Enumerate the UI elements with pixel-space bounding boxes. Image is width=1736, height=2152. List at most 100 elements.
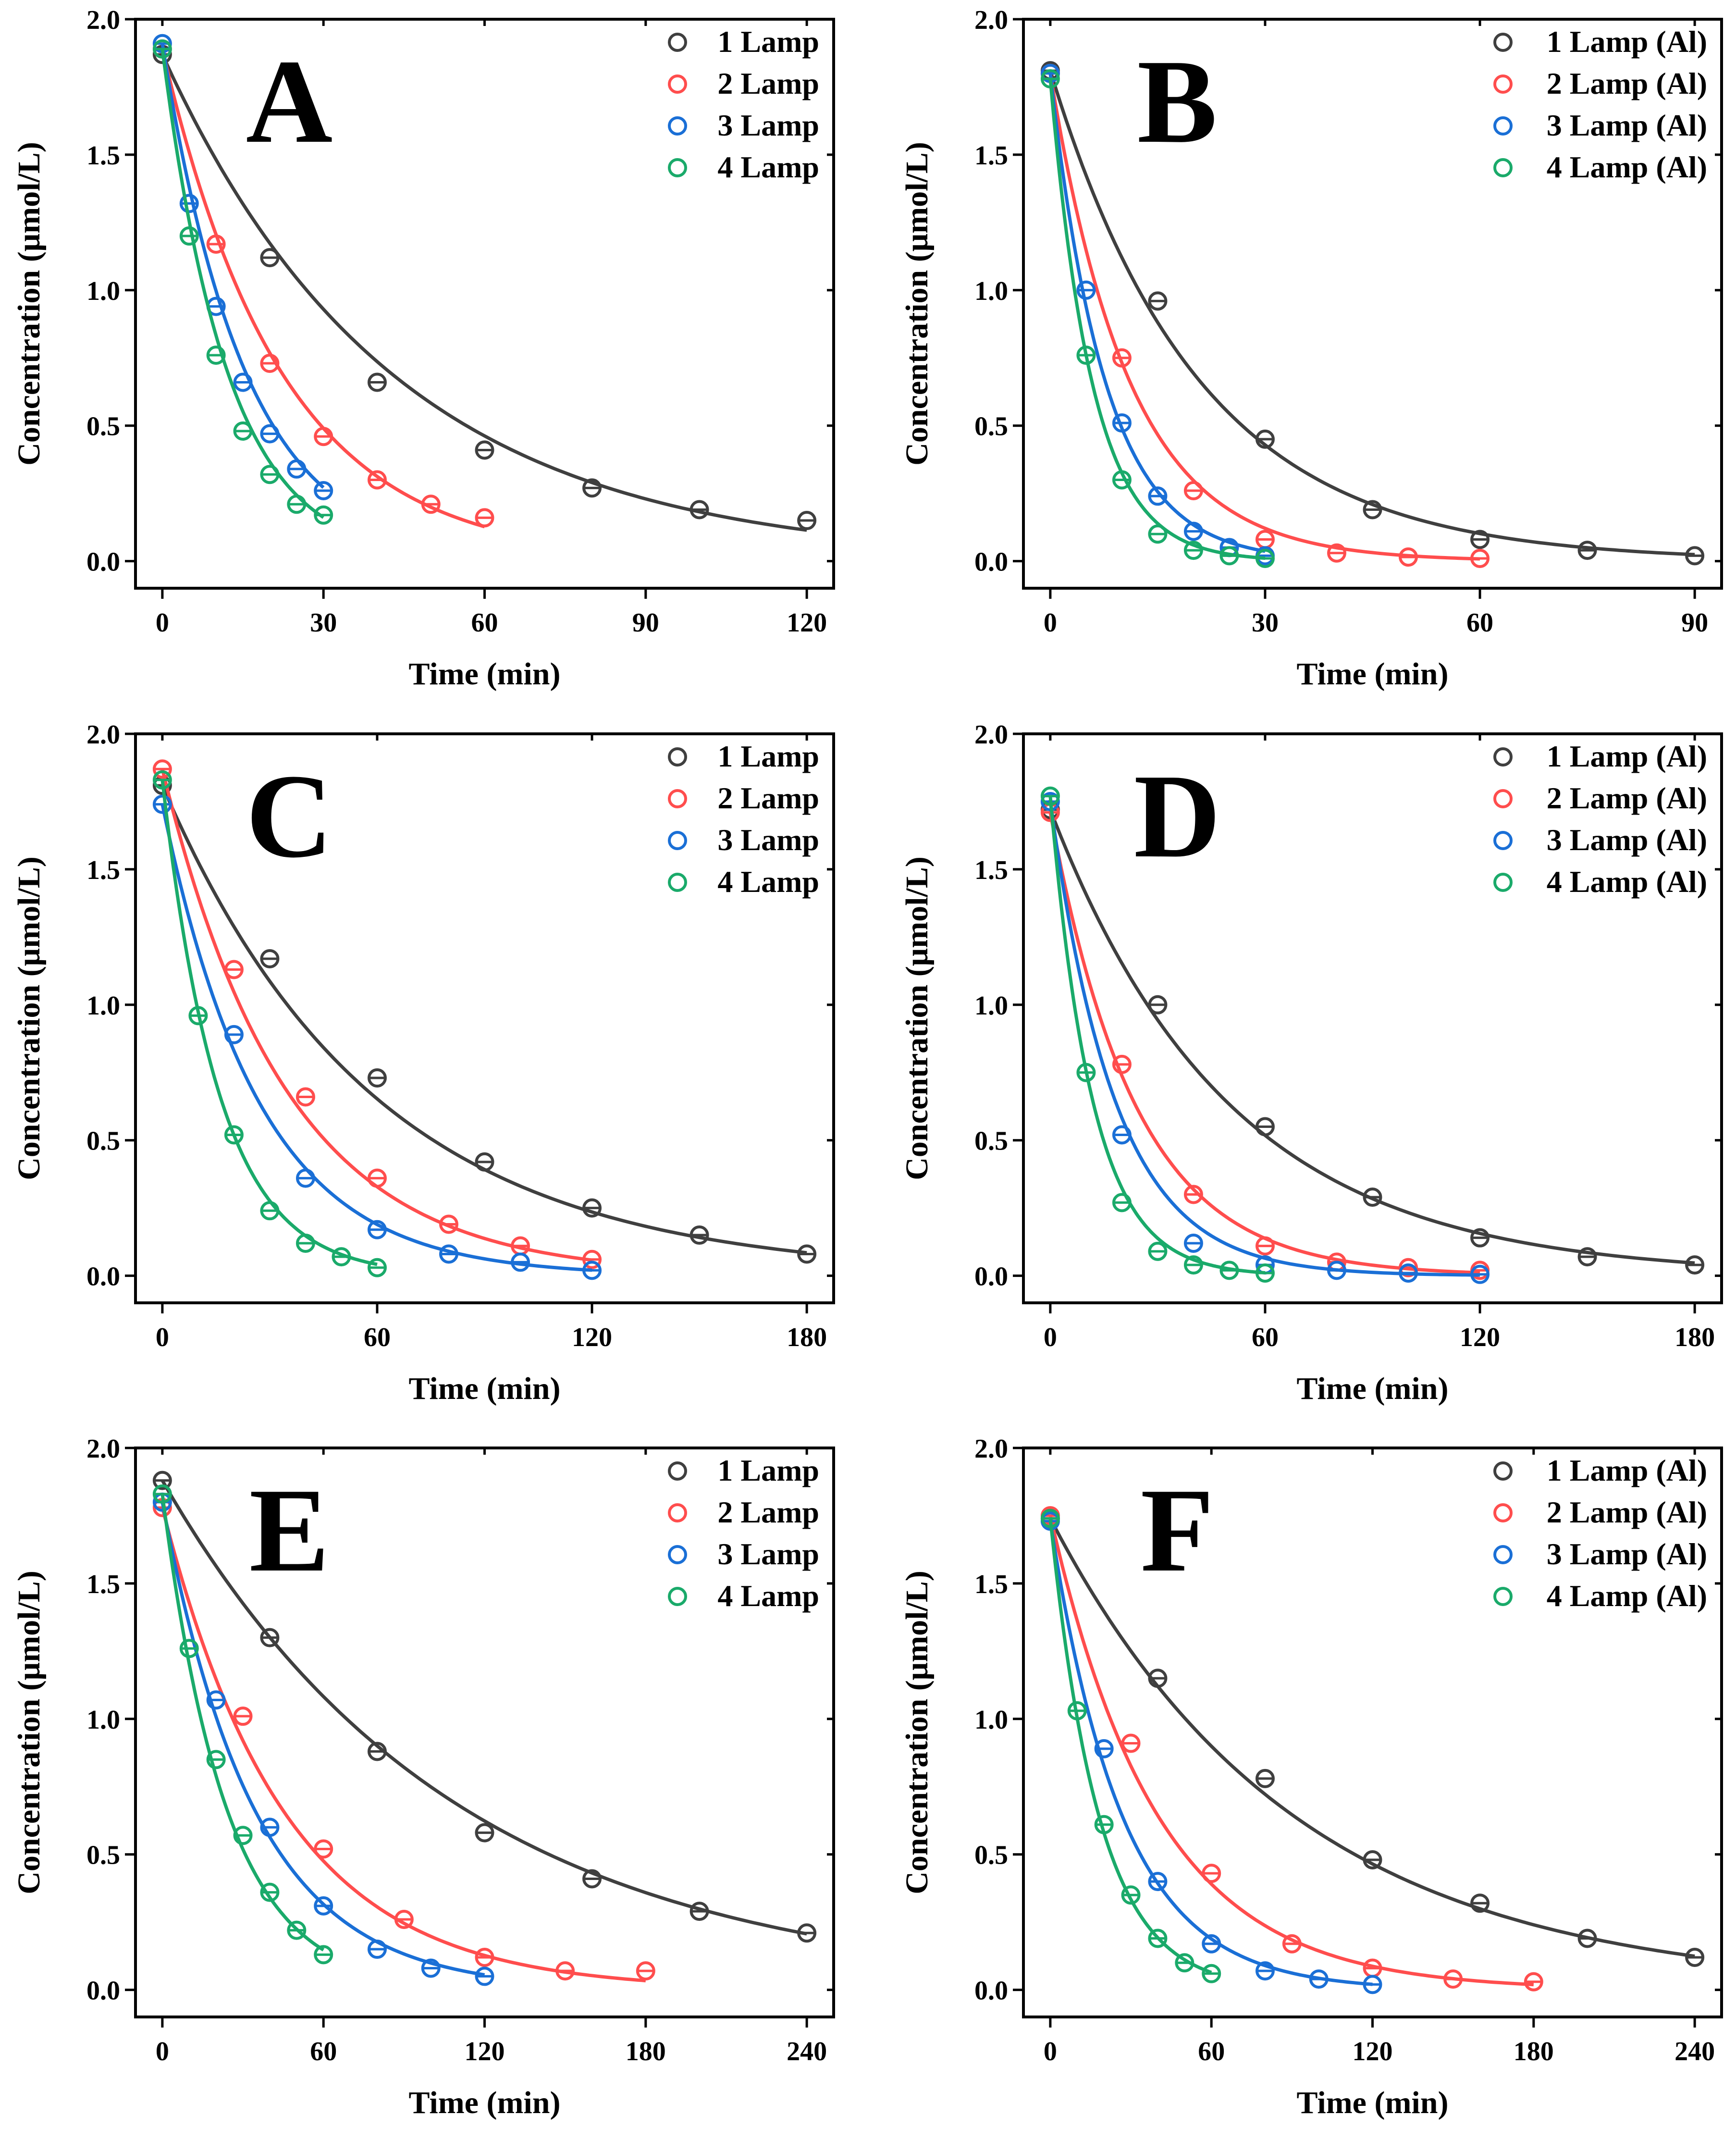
legend-label: 3 Lamp (717, 1537, 819, 1571)
legend-marker (668, 831, 687, 850)
legend-marker (1493, 74, 1513, 94)
fit-curve (1048, 809, 1695, 1265)
x-tick-label: 60 (1466, 608, 1493, 638)
legend-label: 1 Lamp (717, 25, 819, 59)
series-2 (152, 1498, 655, 1982)
legend: 1 Lamp (Al) 2 Lamp (Al) 3 Lamp (Al) 4 Lamp … (1493, 739, 1707, 899)
legend-marker (1493, 1503, 1513, 1522)
panel-letter: B (1137, 35, 1218, 168)
x-tick-label: 30 (1252, 608, 1279, 638)
legend: 1 Lamp (Al) 2 Lamp (Al) 3 Lamp (Al) 4 Lamp … (1493, 25, 1707, 184)
legend-label: 3 Lamp (Al) (1547, 1537, 1707, 1571)
legend-marker (1493, 831, 1513, 850)
x-tick-label: 240 (787, 2037, 827, 2066)
legend-marker (1493, 158, 1513, 177)
series-3 (152, 794, 602, 1280)
fit-curve (1048, 1515, 1534, 1987)
x-tick-label: 90 (1681, 608, 1708, 638)
x-tick-label: 0 (1044, 608, 1057, 638)
y-tick-label: 2.0 (86, 5, 120, 35)
x-axis-title: Time (min) (1297, 1371, 1449, 1406)
y-tick-label: 0.0 (974, 1262, 1008, 1292)
legend-marker (668, 1503, 687, 1522)
fit-curve (1048, 73, 1266, 553)
legend: 1 Lamp (Al) 2 Lamp (Al) 3 Lamp (Al) 4 Lamp … (1493, 1453, 1707, 1613)
legend-marker (668, 1587, 687, 1606)
legend-marker (668, 873, 687, 892)
panel-letter: A (246, 35, 333, 168)
x-tick-label: 30 (310, 608, 337, 638)
series-4 (152, 39, 333, 525)
fit-curve (160, 43, 325, 489)
y-tick-label: 1.5 (86, 1570, 120, 1599)
y-tick-label: 1.5 (86, 855, 120, 885)
series-3 (1040, 792, 1490, 1284)
x-axis-title: Time (min) (409, 1371, 561, 1406)
y-axis-title: Concentration (μmol/L) (899, 856, 935, 1180)
legend-marker (1493, 1461, 1513, 1481)
plot-frame (1022, 732, 1723, 1304)
legend-label: 2 Lamp (Al) (1547, 781, 1707, 815)
legend-label: 4 Lamp (717, 1579, 819, 1613)
legend-marker (668, 1545, 687, 1564)
x-tick-label: 240 (1674, 2037, 1715, 2066)
fit-curve (1048, 73, 1480, 561)
series-4 (1040, 786, 1275, 1283)
legend-label: 4 Lamp (Al) (1547, 1579, 1707, 1613)
x-tick-label: 120 (787, 608, 827, 638)
y-tick-label: 2.0 (86, 720, 120, 750)
panel-letter: C (246, 750, 333, 883)
plot-frame (1022, 18, 1723, 590)
legend-label: 2 Lamp (717, 781, 819, 815)
series-3 (1040, 63, 1275, 566)
legend-label: 2 Lamp (Al) (1547, 66, 1707, 100)
legend-marker (1493, 116, 1513, 136)
legend-label: 1 Lamp (717, 1453, 819, 1487)
panel-f: 0.0 0.5 1.0 1.5 2.0 0 60 120 180 240 Time (min) Con… (899, 1434, 1723, 2120)
y-tick-label: 1.0 (86, 276, 120, 306)
plot-frame (134, 18, 835, 590)
legend-label: 4 Lamp (Al) (1547, 865, 1707, 899)
legend-marker (668, 747, 687, 767)
y-axis-title: Concentration (μmol/L) (12, 1571, 47, 1894)
legend-label: 1 Lamp (Al) (1547, 25, 1707, 59)
legend: 1 Lamp 2 Lamp 3 Lamp 4 Lamp (668, 739, 819, 899)
x-axis-title: Time (min) (409, 656, 561, 692)
y-tick-label: 1.5 (86, 141, 120, 171)
legend-marker (1493, 1587, 1513, 1606)
panel-e: 0.0 0.5 1.0 1.5 2.0 0 60 120 180 240 Time (min) Con… (12, 1434, 835, 2120)
series-1 (1040, 800, 1705, 1275)
x-axis-title: Time (min) (1297, 2085, 1449, 2120)
fit-curve (160, 804, 592, 1272)
fit-curve (1048, 70, 1695, 557)
x-tick-label: 60 (364, 1323, 391, 1352)
legend-marker (668, 158, 687, 177)
legend-label: 1 Lamp (717, 739, 819, 773)
series-4 (152, 1484, 333, 1965)
y-tick-label: 2.0 (86, 1434, 120, 1464)
legend-marker (668, 74, 687, 94)
y-tick-label: 1.0 (86, 1705, 120, 1735)
series-2 (1040, 803, 1490, 1280)
y-tick-label: 0.0 (86, 547, 120, 577)
legend-label: 3 Lamp (717, 108, 819, 142)
legend-marker (1493, 1545, 1513, 1564)
y-tick-label: 0.5 (974, 1841, 1008, 1870)
legend-label: 4 Lamp (717, 865, 819, 899)
legend-marker (668, 33, 687, 52)
fit-curve (160, 779, 378, 1266)
y-tick-label: 0.0 (86, 1262, 120, 1292)
x-tick-label: 120 (1353, 2037, 1393, 2066)
y-tick-label: 1.0 (86, 991, 120, 1021)
series-4 (1040, 1509, 1221, 1983)
panel-letter: D (1134, 750, 1221, 883)
panel-a: 0.0 0.5 1.0 1.5 2.0 0 30 60 90 120 Time (min) Conce… (12, 5, 835, 692)
x-tick-label: 180 (626, 2037, 666, 2066)
series-3 (1040, 1511, 1382, 1994)
legend-marker (1493, 747, 1513, 767)
y-tick-label: 1.5 (974, 141, 1008, 171)
panel-letter: F (1141, 1464, 1214, 1597)
x-tick-label: 0 (156, 2037, 169, 2066)
series-1 (1040, 1509, 1705, 1967)
